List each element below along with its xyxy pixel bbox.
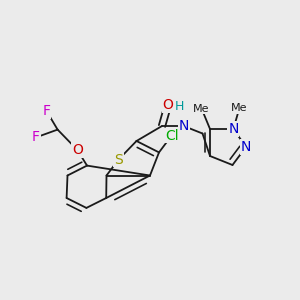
Text: Me: Me	[231, 103, 248, 113]
Text: Cl: Cl	[165, 129, 178, 142]
Text: S: S	[114, 153, 123, 166]
Text: Me: Me	[194, 103, 210, 114]
Text: N: N	[228, 122, 239, 136]
Text: O: O	[163, 98, 173, 112]
Text: F: F	[32, 130, 40, 144]
Text: H: H	[175, 100, 184, 113]
Text: N: N	[178, 119, 189, 133]
Text: F: F	[43, 104, 50, 118]
Text: N: N	[241, 140, 251, 154]
Text: O: O	[72, 143, 83, 157]
